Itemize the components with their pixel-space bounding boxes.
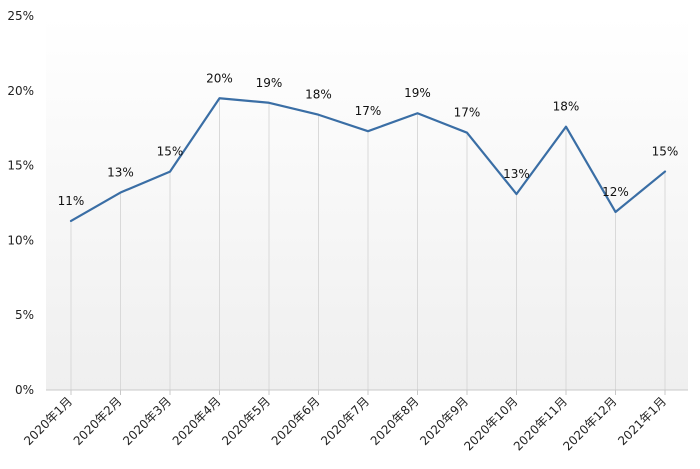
x-tick-label: 2020年7月 — [318, 394, 372, 448]
x-tick-label: 2020年12月 — [560, 394, 619, 453]
data-label: 15% — [157, 145, 184, 159]
y-tick-label: 15% — [7, 159, 34, 173]
data-label: 11% — [58, 194, 85, 208]
plot-background — [46, 16, 688, 390]
data-label: 13% — [107, 166, 134, 180]
data-label: 19% — [256, 76, 283, 90]
data-label: 18% — [305, 88, 332, 102]
data-label: 17% — [355, 104, 382, 118]
data-label: 13% — [503, 167, 530, 181]
x-axis-ticks: 2020年1月2020年2月2020年3月2020年4月2020年5月2020年… — [21, 390, 669, 453]
x-tick-label: 2020年2月 — [71, 394, 125, 448]
data-labels: 11% 13% 15% 20% 19% 18% 17% 19% 17% 13% 18% 12% 15% — [58, 71, 679, 221]
x-tick-label: 2021年1月 — [615, 394, 669, 448]
x-tick-label: 2020年1月 — [21, 394, 75, 448]
x-tick-label: 2020年4月 — [170, 394, 224, 448]
data-label: 17% — [454, 106, 481, 120]
x-tick-label: 2020年9月 — [417, 394, 471, 448]
y-tick-label: 25% — [7, 9, 34, 23]
data-label: 15% — [652, 145, 679, 159]
y-tick-label: 0% — [15, 383, 34, 397]
y-tick-label: 10% — [7, 233, 34, 247]
data-label: 18% — [553, 100, 580, 114]
x-tick-label: 2020年5月 — [219, 394, 273, 448]
gridlines — [70, 98, 666, 390]
y-tick-label: 20% — [7, 84, 34, 98]
x-tick-label: 2020年3月 — [120, 394, 174, 448]
data-label: 12% — [602, 185, 629, 199]
data-label: 20% — [206, 71, 233, 85]
data-label: 19% — [404, 86, 431, 100]
y-axis-ticks: 0% 5% 10% 15% 20% 25% — [7, 9, 34, 397]
x-tick-label: 2020年6月 — [269, 394, 323, 448]
x-tick-label: 2020年8月 — [368, 394, 422, 448]
y-tick-label: 5% — [15, 308, 34, 322]
